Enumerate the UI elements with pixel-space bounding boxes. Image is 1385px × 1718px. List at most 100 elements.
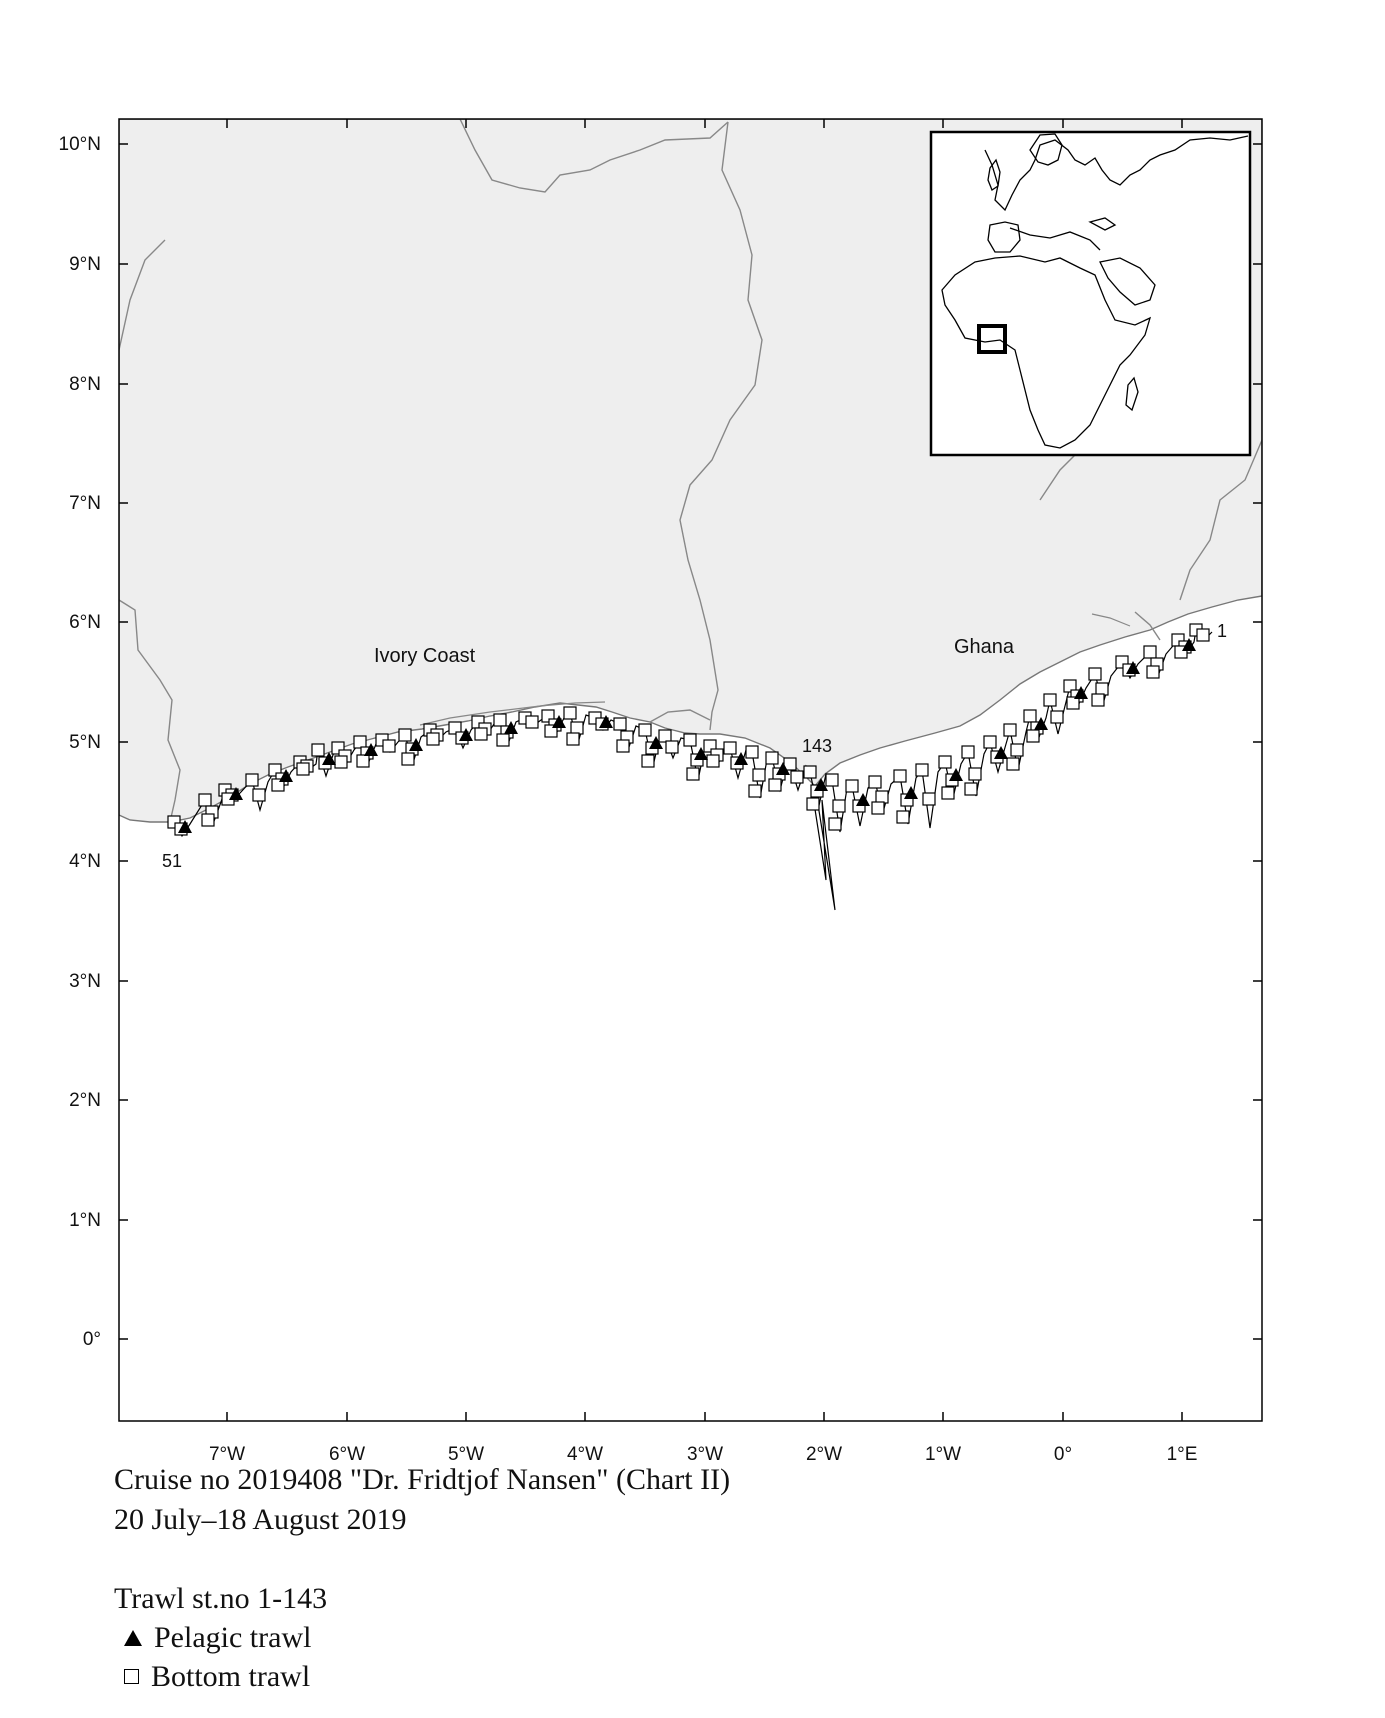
bottom-trawl-marker (570, 721, 584, 735)
pelagic-trawl-marker (734, 752, 748, 765)
bottom-trawl-marker (915, 763, 929, 777)
pelagic-trawl-marker (949, 768, 963, 781)
bottom-trawl-marker (768, 778, 782, 792)
lat-label: 7°N (69, 493, 101, 514)
bottom-trawl-marker (1146, 665, 1160, 679)
bottom-trawl-marker (686, 767, 700, 781)
pelagic-trawl-marker (322, 752, 336, 765)
pelagic-trawl-marker (459, 728, 473, 741)
lon-label: 5°W (448, 1444, 484, 1465)
legend-title: Trawl st.no 1-143 (114, 1582, 328, 1615)
country-label-ivory-coast: Ivory Coast (374, 645, 476, 667)
inset-map (929, 130, 1252, 457)
bottom-trawl-marker (964, 782, 978, 796)
inset-europe-coast (984, 135, 1249, 212)
bottom-trawl-marker (1091, 693, 1105, 707)
inset-blacksea (1088, 217, 1117, 231)
pelagic-trawl-marker (552, 715, 566, 728)
bottom-trawl-marker (922, 792, 936, 806)
pelagic-trawl-marker (994, 746, 1008, 759)
legend-bottom: Bottom trawl (124, 1662, 310, 1692)
bottom-trawl-marker (868, 775, 882, 789)
pelagic-trawl-marker (229, 787, 243, 800)
lat-label: 4°N (69, 851, 101, 872)
bottom-trawl-marker (641, 754, 655, 768)
bottom-trawl-marker (1196, 628, 1210, 642)
lon-label: 2°W (806, 1444, 842, 1465)
bottom-trawl-marker (1026, 729, 1040, 743)
bottom-trawl-marker (748, 784, 762, 798)
bottom-trawl-marker (616, 739, 630, 753)
country-label-ghana: Ghana (954, 636, 1015, 658)
bottom-trawl-marker (968, 767, 982, 781)
lat-label: 1°N (69, 1210, 101, 1231)
bottom-trawl-marker (832, 799, 846, 813)
bottom-trawl-marker (723, 741, 737, 755)
bottom-trawl-marker (474, 727, 488, 741)
pelagic-trawl-marker (1034, 717, 1048, 730)
bottom-trawl-marker (1023, 709, 1037, 723)
bottom-trawl-marker (893, 769, 907, 783)
pelagic-trawl-stations (178, 638, 1196, 833)
bottom-trawl-marker (828, 817, 842, 831)
bottom-trawl-marker (448, 721, 462, 735)
bottom-trawl-marker (683, 733, 697, 747)
bottom-trawl-marker (252, 788, 266, 802)
pelagic-trawl-marker (1126, 661, 1140, 674)
station-label-143: 143 (802, 736, 832, 756)
bottom-trawl-marker (334, 755, 348, 769)
pelagic-trawl-marker (694, 747, 708, 760)
legend-pelagic: Pelagic trawl (124, 1623, 311, 1653)
lon-label: 4°W (567, 1444, 603, 1465)
bottom-trawl-marker (198, 793, 212, 807)
bottom-trawl-marker (398, 728, 412, 742)
station-label-1: 1 (1217, 621, 1227, 641)
lat-label: 5°N (69, 732, 101, 753)
pelagic-trawl-marker (178, 820, 192, 833)
inset-uk (987, 158, 1001, 191)
inset-africa-coast (941, 255, 1152, 449)
inset-scandinavia (1029, 133, 1063, 166)
bottom-trawl-marker (875, 790, 889, 804)
lon-label: 1°E (1167, 1444, 1198, 1465)
bottom-trawl-marker (566, 732, 580, 746)
pelagic-trawl-marker (1182, 638, 1196, 651)
bottom-trawl-marker (983, 735, 997, 749)
lat-label: 6°N (69, 612, 101, 633)
bottom-trawl-marker (353, 735, 367, 749)
bottom-trawl-marker (356, 754, 370, 768)
bottom-trawl-marker (613, 717, 627, 731)
inset-madagascar (1125, 376, 1139, 412)
axis-ticks (119, 119, 1262, 1421)
station-label-51: 51 (162, 851, 182, 871)
lon-label: 7°W (209, 1444, 245, 1465)
lat-label: 3°N (69, 971, 101, 992)
bottom-trawl-marker (665, 740, 679, 754)
bottom-trawl-marker (382, 739, 396, 753)
bottom-trawl-marker (563, 706, 577, 720)
bottom-trawl-marker (1063, 679, 1077, 693)
legend-bottom-label: Bottom trawl (151, 1660, 311, 1693)
lon-labels: 7°W 6°W 5°W 4°W 3°W 2°W 1°W 0° 1°E (209, 1444, 1197, 1465)
filled-triangle-icon (124, 1630, 142, 1646)
caption-cruise: Cruise no 2019408 "Dr. Fridtjof Nansen" … (114, 1463, 731, 1496)
bottom-trawl-marker (752, 768, 766, 782)
bottom-trawl-marker (525, 715, 539, 729)
bottom-trawl-marker (1003, 723, 1017, 737)
pelagic-trawl-marker (814, 778, 828, 791)
inset-frame (929, 130, 1252, 457)
pelagic-trawl-marker (776, 762, 790, 775)
bottom-trawl-marker (1006, 757, 1020, 771)
bottom-trawl-marker (1066, 696, 1080, 710)
lon-label: 6°W (329, 1444, 365, 1465)
bottom-trawl-marker (1143, 645, 1157, 659)
lon-label: 0° (1054, 1444, 1072, 1465)
lat-label: 8°N (69, 374, 101, 395)
lon-label: 1°W (925, 1444, 961, 1465)
bottom-trawl-marker (845, 779, 859, 793)
legend-pelagic-label: Pelagic trawl (154, 1621, 312, 1654)
bottom-trawl-marker (638, 723, 652, 737)
bottom-trawl-marker (871, 801, 885, 815)
bottom-trawl-marker (401, 752, 415, 766)
lat-label: 10°N (59, 134, 101, 155)
